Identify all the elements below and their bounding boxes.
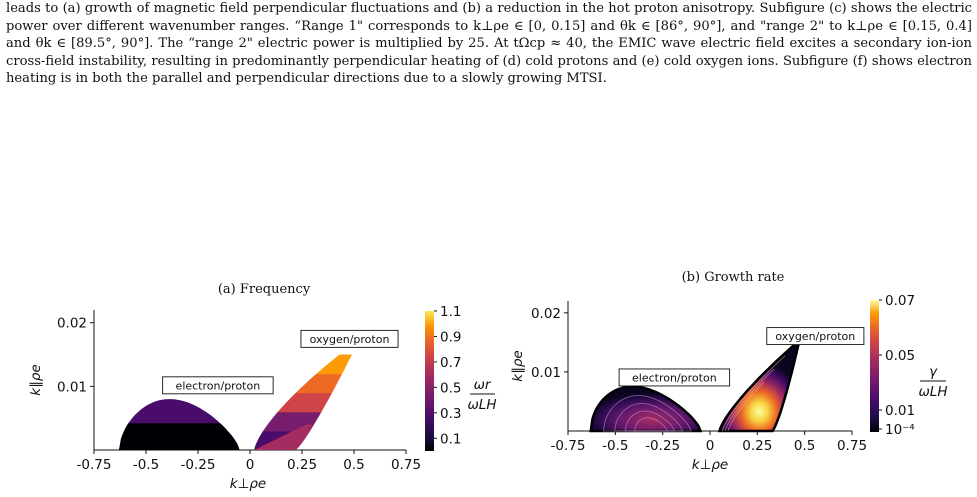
frequency-colorbar-label-num: ωr: [474, 377, 492, 393]
frequency-x-tick-label: -0.5: [133, 457, 159, 473]
frequency-oxygen-proton-annotation-label: oxygen/proton: [310, 333, 390, 346]
frequency-colorbar-ticks: 1.1 0.9 0.7 0.5 0.3 0.1: [434, 304, 461, 447]
growth-rate-x-tick-label: 0.75: [837, 438, 867, 454]
growth-rate-x-tick-label: -0.75: [551, 438, 586, 454]
frequency-oxygen-proton-band: [254, 354, 352, 375]
growth-rate-electron-proton-contour: [602, 395, 692, 432]
frequency-electron-proton-annotation-label: electron/proton: [176, 379, 261, 392]
growth-rate-electron-proton-annotation-box: [618, 368, 731, 387]
frequency-colorbar-tick-label: 1.1: [440, 304, 461, 320]
growth-rate-colorbar-label-den: ωLH: [919, 384, 948, 400]
growth-rate-y-axis-label: k∥ρe: [510, 350, 526, 381]
frequency-colorbar-tick-label: 0.1: [440, 431, 461, 447]
frequency-colorbar-label-den: ωLH: [468, 397, 497, 413]
frequency-panel: (a) Frequency -0.75 -0.5 -0.25 0 0.25 0.5 0.75…: [28, 282, 497, 492]
growth-rate-y-tick-label: 0.01: [531, 365, 561, 381]
growth-rate-electron-proton-contour: [614, 403, 684, 432]
frequency-x-tick-label: 0.5: [343, 457, 364, 473]
frequency-oxygen-proton-band: [254, 411, 352, 432]
frequency-oxygen-proton-band: [254, 392, 352, 413]
growth-rate-electron-proton-contour: [634, 417, 669, 432]
growth-rate-electron-proton-region: [589, 385, 703, 433]
growth-rate-oxygen-proton-annotation-box: [766, 327, 865, 346]
growth-rate-oxygen-proton-contour: [721, 355, 786, 432]
frequency-colorbar-tick-label: 0.7: [440, 355, 461, 371]
growth-rate-x-axis-label: k⊥ρe: [692, 457, 728, 473]
panel-a-title: (a) Frequency: [218, 282, 311, 297]
growth-rate-x-tick-label: 0: [706, 438, 715, 454]
growth-rate-x-tick-label: -0.25: [645, 438, 680, 454]
growth-rate-oxygen-proton-contour: [727, 382, 764, 432]
growth-rate-colorbar: [870, 300, 879, 432]
frequency-plot-area: -0.75 -0.5 -0.25 0 0.25 0.5 0.75 0.01 0.02 k⊥ρe k∥…: [28, 310, 421, 492]
growth-rate-colorbar-label-num: γ: [929, 364, 938, 380]
frequency-x-tick-label: -0.75: [77, 457, 112, 473]
frequency-oxygen-proton-annotation-box: [300, 329, 399, 348]
growth-rate-oxygen-proton-annotation-label: oxygen/proton: [775, 330, 855, 343]
frequency-colorbar-tick-label: 0.3: [440, 406, 461, 422]
frequency-y-tick-label: 0.01: [57, 379, 87, 395]
growth-rate-panel: (b) Growth rate -0.75 -0.5 -0.25 0 0.25 0.5 0.…: [510, 270, 948, 473]
growth-rate-x-tick-label: -0.5: [602, 438, 628, 454]
growth-rate-plot-area: -0.75 -0.5 -0.25 0 0.25 0.5 0.75 0.01 0.02 k⊥ρe k∥…: [510, 301, 867, 473]
frequency-colorbar-tick-label: 0.9: [440, 329, 461, 345]
growth-rate-electron-proton-contour: [624, 410, 676, 432]
growth-rate-colorbar-tick-label: 10⁻⁴: [885, 422, 915, 438]
frequency-electron-proton-annotation-box: [162, 376, 274, 395]
frequency-y-tick-label: 0.02: [57, 316, 87, 332]
growth-rate-electron-proton-annotation-label: electron/proton: [632, 371, 717, 384]
growth-rate-colorbar-tick-label: 0.07: [885, 293, 915, 309]
frequency-colorbar: [425, 311, 434, 451]
frequency-y-axis-label: k∥ρe: [28, 364, 44, 395]
frequency-colorbar-tick-label: 0.5: [440, 380, 461, 396]
figure-caption: leads to (a) growth of magnetic field pe…: [6, 1, 972, 87]
frequency-x-tick-label: -0.25: [181, 457, 216, 473]
growth-rate-y-tick-label: 0.02: [531, 306, 561, 322]
frequency-x-tick-label: 0.75: [391, 457, 421, 473]
frequency-x-tick-label: 0: [246, 457, 255, 473]
growth-rate-oxygen-proton-contour: [724, 368, 775, 432]
growth-rate-colorbar-tick-label: 0.01: [885, 403, 915, 419]
growth-rate-colorbar-tick-label: 0.05: [885, 348, 915, 364]
frequency-x-tick-label: 0.25: [287, 457, 317, 473]
growth-rate-colorbar-ticks: 0.07 0.05 0.01 10⁻⁴: [879, 293, 915, 438]
panel-b-title: (b) Growth rate: [682, 270, 785, 285]
frequency-oxygen-proton-base: [254, 424, 313, 450]
frequency-x-axis-label: k⊥ρe: [230, 476, 266, 492]
growth-rate-x-tick-label: 0.25: [742, 438, 772, 454]
growth-rate-x-tick-label: 0.5: [794, 438, 815, 454]
frequency-electron-proton-low-band: [119, 423, 240, 450]
